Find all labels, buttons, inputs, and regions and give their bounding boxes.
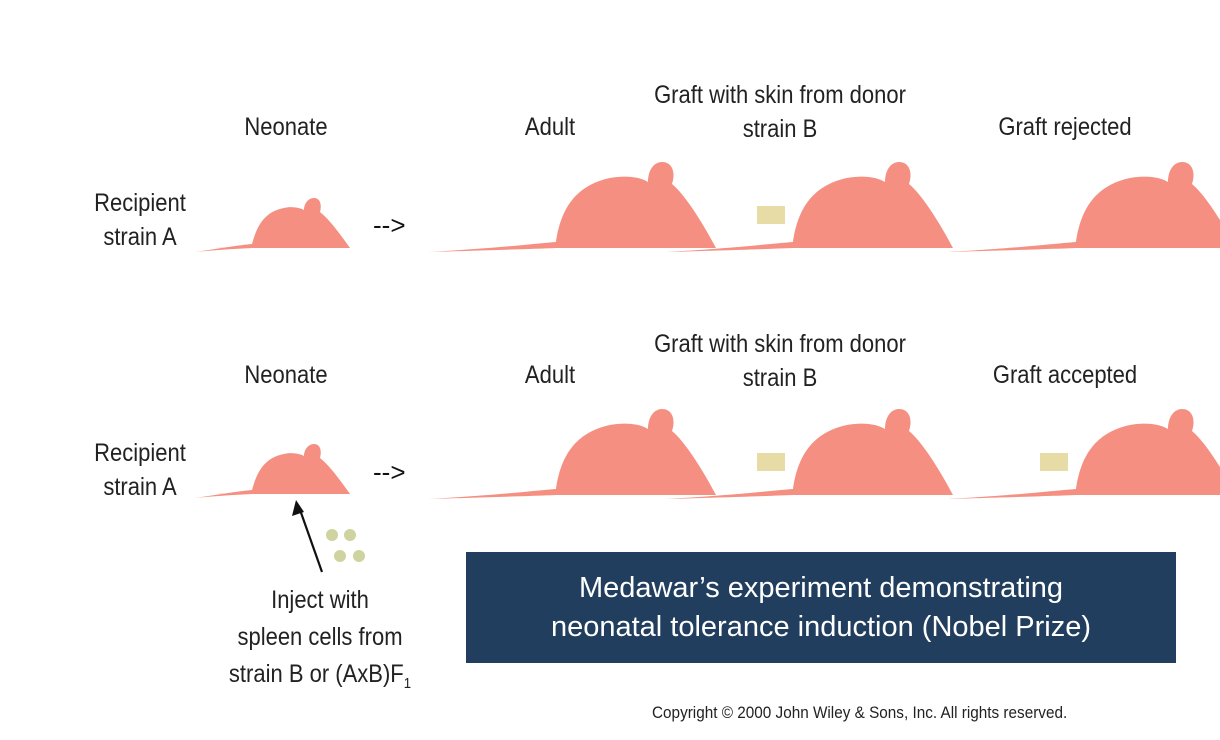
injection-arrow [292, 500, 324, 573]
injection-subscript: 1 [403, 675, 412, 692]
row1-side-label-line2: strain A [103, 223, 177, 251]
row2-side-label-line1: Recipient [94, 439, 186, 467]
row1-graft-patch [757, 206, 785, 224]
row1-graft-label: Graft with skin from donor strain B [639, 78, 921, 146]
row1-side-label: Recipient strain A [78, 186, 201, 254]
row2-side-label: Recipient strain A [78, 436, 201, 504]
row1-neonate-mouse [194, 198, 350, 252]
row2-graft-label-line2: strain B [742, 364, 818, 392]
row1-graft-label-line1: Graft with skin from donor [654, 81, 906, 109]
row2-graft-label: Graft with skin from donor strain B [639, 327, 921, 395]
row2-neonate-label: Neonate [244, 361, 328, 389]
row1-side-label-line1: Recipient [94, 189, 186, 217]
row2-graft-label-line1: Graft with skin from donor [654, 330, 906, 358]
row1-graft-label-line2: strain B [742, 115, 818, 143]
caption-line1: Medawar’s experiment demonstrating [578, 571, 1064, 604]
row2-side-label-line2: strain A [103, 473, 177, 501]
injection-label-line2: spleen cells from [237, 623, 403, 651]
row2-neonate-mouse [194, 444, 350, 498]
injection-label-line3: strain B or (AxB)F1 [219, 656, 421, 702]
row2-dashed-arrow: --> [373, 457, 406, 487]
row1-outcome-label: Graft rejected [998, 113, 1132, 141]
row2-outcome-mouse [948, 409, 1220, 499]
caption-box: Medawar’s experiment demonstrating neona… [466, 552, 1176, 663]
row2-adult-mouse [428, 409, 716, 499]
row2-outcome-label: Graft accepted [992, 361, 1138, 389]
copyright-notice: Copyright © 2000 John Wiley & Sons, Inc.… [652, 703, 1068, 722]
row2-graft-patch [757, 453, 785, 471]
row1-outcome-mouse [948, 162, 1220, 252]
injection-label-line3-text: strain B or (AxB)F [228, 660, 404, 688]
row1-adult-mouse [428, 162, 716, 252]
row1-adult-label: Adult [524, 113, 576, 141]
injection-label: Inject with spleen cells from strain B o… [219, 582, 421, 702]
row1-dashed-arrow: --> [373, 210, 406, 240]
spleen-cells [326, 529, 365, 562]
row2-adult-label: Adult [524, 361, 576, 389]
row1-graft-mouse [665, 162, 953, 252]
row1-neonate-label: Neonate [244, 113, 328, 141]
caption-line2: neonatal tolerance induction (Nobel Priz… [550, 610, 1092, 643]
row2-accepted-graft-patch [1040, 453, 1068, 471]
injection-label-line1: Inject with [271, 586, 369, 614]
row2-graft-mouse [665, 409, 953, 499]
